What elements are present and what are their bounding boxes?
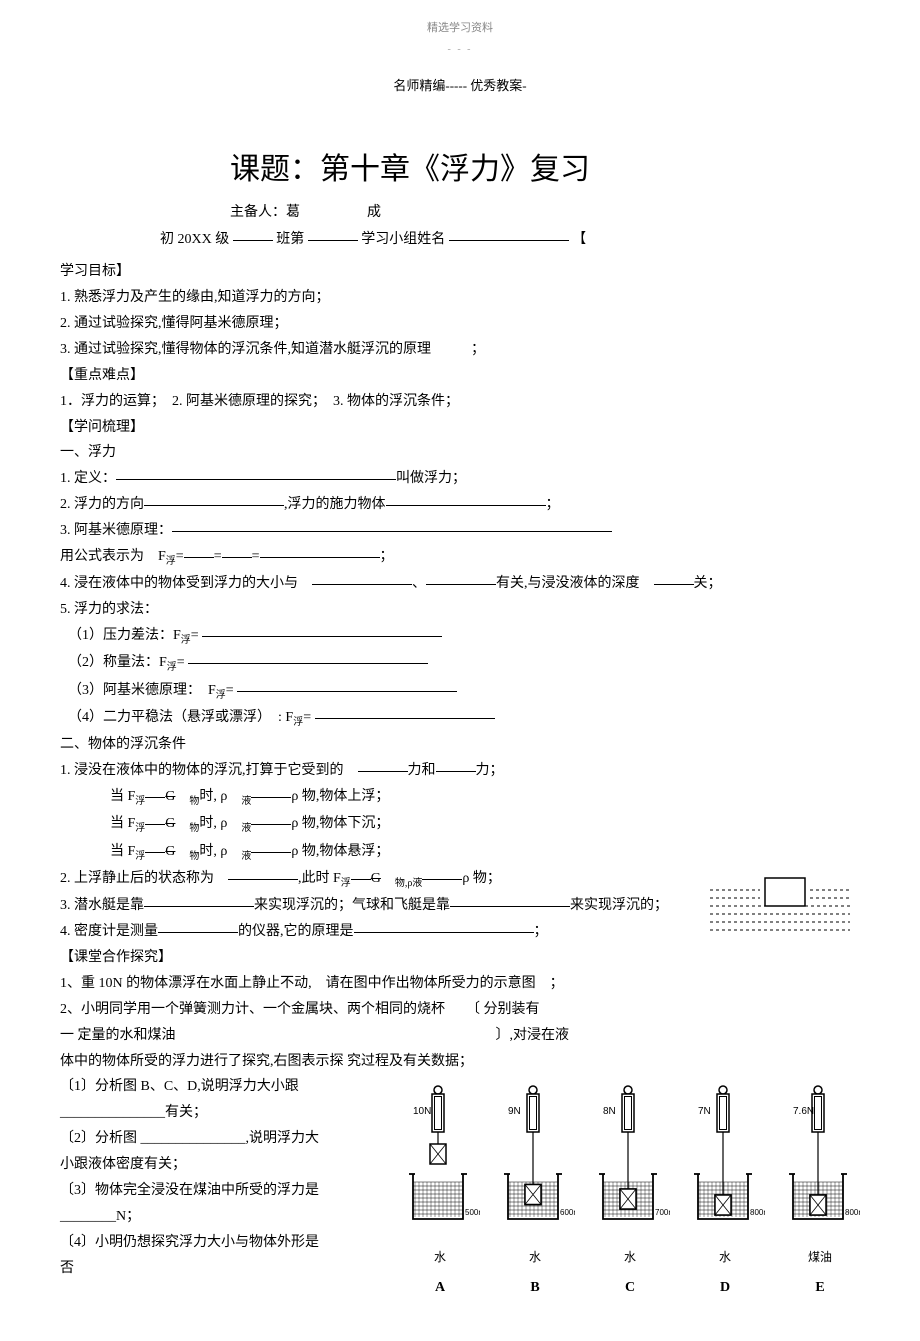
spring-B: 9N 600ml 水 B bbox=[495, 1084, 575, 1300]
sec1-5-1: （1）压力差法：F浮= bbox=[60, 623, 860, 650]
top-header: 精选学习资料 bbox=[60, 20, 860, 38]
q2-4: 〔4〕小明仍想探究浮力大小与物体外形是 bbox=[60, 1230, 390, 1256]
spring-E: 7.6N 800ml 煤油 E bbox=[780, 1084, 860, 1300]
content-body: 学习目标】 1. 熟悉浮力及产生的缘由,知道浮力的方向； 2. 通过试验探究,懂… bbox=[60, 259, 860, 1300]
svg-text:9N: 9N bbox=[508, 1106, 521, 1117]
knowledge-head: 【学问梳理】 bbox=[60, 415, 860, 441]
sec2-1b: 当 F浮G 物时, ρ 液ρ 物,物体下沉； bbox=[60, 811, 860, 838]
spring-C: 8N 700ml 水 C bbox=[590, 1084, 670, 1300]
page-title: 课题：第十章《浮力》复习 bbox=[140, 146, 860, 194]
sec2-1: 1. 浸没在液体中的物体的浮沉,打算于它受到的 力和力； bbox=[60, 758, 860, 784]
goals-head: 学习目标】 bbox=[60, 259, 860, 285]
goal-1: 1. 熟悉浮力及产生的缘由,知道浮力的方向； bbox=[60, 285, 860, 311]
sec1-5-2: （2）称量法：F浮= bbox=[60, 650, 860, 677]
author-suffix: 成 bbox=[367, 205, 381, 220]
float-block-diagram bbox=[710, 872, 850, 942]
sec1-formula: 用公式表示为 F浮===； bbox=[60, 544, 860, 571]
class-line: 初 20XX 级 班第 学习小组姓名 【 bbox=[160, 229, 860, 251]
spring-D: 7N 800ml 水 D bbox=[685, 1084, 765, 1300]
svg-text:700ml: 700ml bbox=[655, 1208, 670, 1217]
sec2-head: 二、物体的浮沉条件 bbox=[60, 732, 860, 758]
author-line: 主备人：葛 成 bbox=[230, 202, 860, 224]
class-head: 【课堂合作探究】 bbox=[60, 945, 860, 971]
q2-2: 〔2〕分析图 _______________,说明浮力大 bbox=[60, 1126, 390, 1152]
sec1-5: 5. 浮力的求法： bbox=[60, 597, 860, 623]
keypoints-head: 【重点难点】 bbox=[60, 363, 860, 389]
svg-text:8N: 8N bbox=[603, 1106, 616, 1117]
mid-header: 名师精编----- 优秀教案- bbox=[60, 76, 860, 97]
goal-3: 3. 通过试验探究,懂得物体的浮沉条件,知道潜水艇浮沉的原理； bbox=[60, 337, 860, 363]
q2-4b: 否 bbox=[60, 1256, 390, 1282]
sec1-5-3: （3）阿基米德原理： F浮= bbox=[60, 678, 860, 705]
svg-text:800ml: 800ml bbox=[845, 1208, 860, 1217]
sec1-4: 4. 浸在液体中的物体受到浮力的大小与 、有关,与浸没液体的深度 关； bbox=[60, 571, 860, 597]
goal-2: 2. 通过试验探究,懂得阿基米德原理； bbox=[60, 311, 860, 337]
svg-text:600ml: 600ml bbox=[560, 1208, 575, 1217]
sec2-1c: 当 F浮G 物时, ρ 液ρ 物,物体悬浮； bbox=[60, 839, 860, 866]
q2-1: 〔1〕分析图 B、C、D,说明浮力大小跟 _______________有关； bbox=[60, 1074, 390, 1126]
spring-diagrams: 10N 500ml 水 A 9N 600m bbox=[400, 1074, 860, 1300]
q2-l2: 一 定量的水和煤油〕,对浸在液 bbox=[60, 1023, 860, 1049]
svg-text:7.6N: 7.6N bbox=[793, 1106, 814, 1117]
sec1-head: 一、浮力 bbox=[60, 440, 860, 466]
class-pre: 初 20XX 级 bbox=[160, 232, 229, 247]
sec1-5-4: （4）二力平稳法（悬浮或漂浮） : F浮= bbox=[60, 705, 860, 732]
q1: 1、重 10N 的物体漂浮在水面上静止不动, 请在图中作出物体所受力的示意图 ； bbox=[60, 971, 860, 997]
sec2-1a: 当 F浮G 物时, ρ 液ρ 物,物体上浮； bbox=[60, 784, 860, 811]
svg-text:7N: 7N bbox=[698, 1106, 711, 1117]
q2-3: 〔3〕物体完全浸没在煤油中所受的浮力是 bbox=[60, 1178, 390, 1204]
class-ban: 班第 bbox=[276, 232, 304, 247]
top-dashes: - - - bbox=[60, 42, 860, 58]
sec1-1: 1. 定义：叫做浮力； bbox=[60, 466, 860, 492]
keypoints-line: 1．浮力的运算； 2. 阿基米德原理的探究； 3. 物体的浮沉条件； bbox=[60, 389, 860, 415]
sec1-2: 2. 浮力的方向,浮力的施力物体； bbox=[60, 492, 860, 518]
class-bracket: 【 bbox=[572, 232, 586, 247]
q2-2b: 小跟液体密度有关； bbox=[60, 1152, 390, 1178]
class-group: 学习小组姓名 bbox=[361, 232, 445, 247]
q2-left-block: 〔1〕分析图 B、C、D,说明浮力大小跟 _______________有关； … bbox=[60, 1074, 390, 1281]
svg-text:500ml: 500ml bbox=[465, 1208, 480, 1217]
spring-A: 10N 500ml 水 A bbox=[400, 1084, 480, 1300]
q2-l1: 2、小明同学用一个弹簧测力计、一个金属块、两个相同的烧杯 〔 分别装有 bbox=[60, 997, 860, 1023]
q2-l3: 体中的物体所受的浮力进行了探究,右图表示探 究过程及有关数据； bbox=[60, 1049, 860, 1075]
q2-3b: ________N； bbox=[60, 1204, 390, 1230]
author-prefix: 主备人：葛 bbox=[230, 205, 300, 220]
svg-text:10N: 10N bbox=[413, 1106, 431, 1117]
svg-text:800ml: 800ml bbox=[750, 1208, 765, 1217]
sec1-3: 3. 阿基米德原理： bbox=[60, 518, 860, 544]
